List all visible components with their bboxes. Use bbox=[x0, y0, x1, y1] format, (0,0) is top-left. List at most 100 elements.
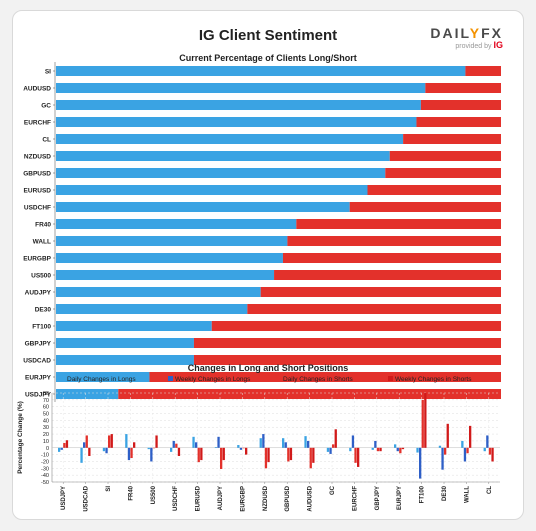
chart1-category-label: AUDJPY bbox=[25, 290, 52, 297]
chart2-y-tick-label: 20 bbox=[43, 432, 49, 438]
long-bar-gc bbox=[56, 100, 421, 110]
change-bar-usdcad-s1 bbox=[80, 447, 83, 463]
long-bar-eurgbp bbox=[56, 253, 283, 263]
change-bar-audusd-s2 bbox=[307, 440, 310, 448]
long-bar-us500 bbox=[56, 270, 275, 280]
chart2-x-tick-label: USDCAD bbox=[84, 485, 90, 511]
change-bar-gbpjpy-s1 bbox=[371, 447, 374, 450]
sentiment-card: IG Client Sentiment DAILYFX provided by … bbox=[12, 10, 524, 520]
short-bar-eurusd bbox=[367, 185, 501, 195]
change-bar-ft100-s2 bbox=[419, 447, 422, 479]
change-bar-gbpjpy-s2 bbox=[374, 440, 377, 448]
chart1-category-label: USDCHF bbox=[24, 205, 51, 212]
change-bar-eurjpy-s1 bbox=[394, 444, 397, 448]
change-bar-si-s1 bbox=[102, 447, 106, 452]
change-bar-usdjpy-s2 bbox=[60, 447, 63, 450]
change-bar-usdcad-s3 bbox=[85, 435, 88, 448]
short-bar-wall bbox=[287, 236, 501, 246]
chart1-category-label: GBPJPY bbox=[25, 341, 52, 348]
change-bar-gc-s1 bbox=[326, 447, 330, 452]
chart1-category-label: NZDUSD bbox=[24, 154, 51, 161]
change-bar-fr40-s3 bbox=[130, 447, 133, 459]
chart1-category-label: FR40 bbox=[35, 222, 51, 229]
change-bar-ft100-s3 bbox=[421, 399, 424, 448]
change-bar-gbpjpy-s4 bbox=[379, 447, 382, 452]
change-bar-gbpusd-s4 bbox=[289, 447, 293, 461]
chart2-x-tick-label: NZDUSD bbox=[263, 485, 269, 511]
change-bar-eurchf-s1 bbox=[349, 447, 352, 452]
chart1-category-label: EURGBP bbox=[23, 256, 51, 263]
chart2-x-tick-label: EURGBP bbox=[240, 486, 246, 512]
chart2-x-tick-label: GBPUSD bbox=[285, 485, 291, 511]
change-bar-audjpy-s2 bbox=[217, 436, 220, 448]
long-bar-usdchf bbox=[56, 202, 350, 212]
chart2-y-tick-label: 40 bbox=[43, 418, 49, 424]
change-bar-us500-s3 bbox=[152, 447, 156, 449]
change-bar-ft100-s1 bbox=[416, 447, 419, 453]
chart2-x-tick-label: USDCHF bbox=[173, 486, 179, 511]
change-bar-nzdusd-s1 bbox=[259, 438, 262, 448]
change-bar-de30-s4 bbox=[446, 423, 449, 448]
change-bar-usdjpy-s3 bbox=[63, 442, 66, 448]
legend-label: Daily Changes in Longs bbox=[67, 376, 136, 383]
change-bar-gc-s4 bbox=[334, 429, 337, 448]
short-bar-gbpjpy bbox=[193, 338, 501, 348]
change-bar-usdcad-s2 bbox=[83, 442, 86, 448]
change-bar-audusd-s1 bbox=[304, 436, 307, 448]
change-bar-eurjpy-s3 bbox=[399, 447, 402, 454]
chart1-category-label: EURJPY bbox=[25, 375, 52, 382]
chart1-category-label: SI bbox=[45, 69, 51, 76]
change-bar-audusd-s4 bbox=[312, 447, 315, 463]
short-bar-usdcad bbox=[193, 355, 501, 365]
long-bar-eurchf bbox=[56, 117, 417, 127]
chart2-y-axis-label: Percentage Change (%) bbox=[17, 401, 24, 474]
change-bar-cl-s4 bbox=[491, 447, 494, 462]
chart2-y-tick-label: 30 bbox=[43, 425, 49, 431]
short-bar-de30 bbox=[247, 304, 501, 314]
legend-swatch bbox=[60, 376, 65, 381]
change-bar-eurchf-s4 bbox=[357, 447, 360, 467]
change-bar-audjpy-s4 bbox=[222, 447, 225, 461]
chart2-y-tick-label: 70 bbox=[43, 398, 49, 404]
change-bar-audjpy-s1 bbox=[214, 447, 218, 448]
chart2-x-tick-label: FT100 bbox=[420, 485, 426, 503]
long-bar-de30 bbox=[56, 304, 248, 314]
change-bar-wall-s1 bbox=[461, 440, 464, 448]
change-bar-us500-s4 bbox=[155, 435, 158, 448]
short-bar-audjpy bbox=[260, 287, 501, 297]
change-bar-de30-s2 bbox=[441, 447, 444, 470]
long-bar-audusd bbox=[56, 83, 426, 93]
legend-swatch bbox=[388, 376, 393, 381]
chart1-category-label: GC bbox=[41, 103, 51, 110]
short-bar-fr40 bbox=[296, 219, 501, 229]
change-bar-wall-s3 bbox=[466, 447, 469, 454]
change-bar-eurgbp-s4 bbox=[245, 447, 248, 455]
change-bar-eurgbp-s1 bbox=[237, 445, 240, 448]
chart2-x-tick-label: EURJPY bbox=[397, 486, 403, 510]
long-bar-gbpusd bbox=[56, 168, 386, 178]
chart2-x-tick-label: GC bbox=[330, 485, 336, 495]
chart2-y-tick-label: 50 bbox=[43, 412, 49, 418]
chart2-x-tick-label: GBPJPY bbox=[375, 486, 381, 510]
change-bar-eurgbp-s2 bbox=[239, 447, 243, 450]
chart2-x-tick-label: SI bbox=[106, 486, 112, 492]
dailyfx-logo: DAILYFX provided by IG bbox=[430, 25, 503, 50]
chart2-y-tick-label: 0 bbox=[46, 446, 49, 452]
chart1-category-label: CL bbox=[42, 137, 51, 144]
change-bar-audusd-s3 bbox=[309, 447, 312, 469]
change-bar-gc-s3 bbox=[332, 444, 335, 448]
change-bar-eurchf-s2 bbox=[351, 435, 355, 448]
change-bar-de30-s1 bbox=[438, 445, 442, 448]
short-bar-us500 bbox=[274, 270, 501, 280]
change-bar-wall-s2 bbox=[463, 447, 467, 462]
page-title: IG Client Sentiment bbox=[198, 27, 338, 44]
legend-label: Weekly Changes in Shorts bbox=[395, 376, 472, 383]
legend-label: Weekly Changes in Longs bbox=[175, 376, 251, 383]
chart2-x-tick-label: USDJPY bbox=[61, 486, 67, 510]
chart2-x-tick-label: DE30 bbox=[442, 485, 448, 501]
long-bar-si bbox=[56, 66, 466, 76]
short-bar-audusd bbox=[425, 83, 501, 93]
change-bar-usdjpy-s4 bbox=[65, 440, 69, 448]
change-bar-gbpusd-s1 bbox=[282, 438, 285, 448]
chart1-title: Current Percentage of Clients Long/Short bbox=[179, 53, 357, 63]
